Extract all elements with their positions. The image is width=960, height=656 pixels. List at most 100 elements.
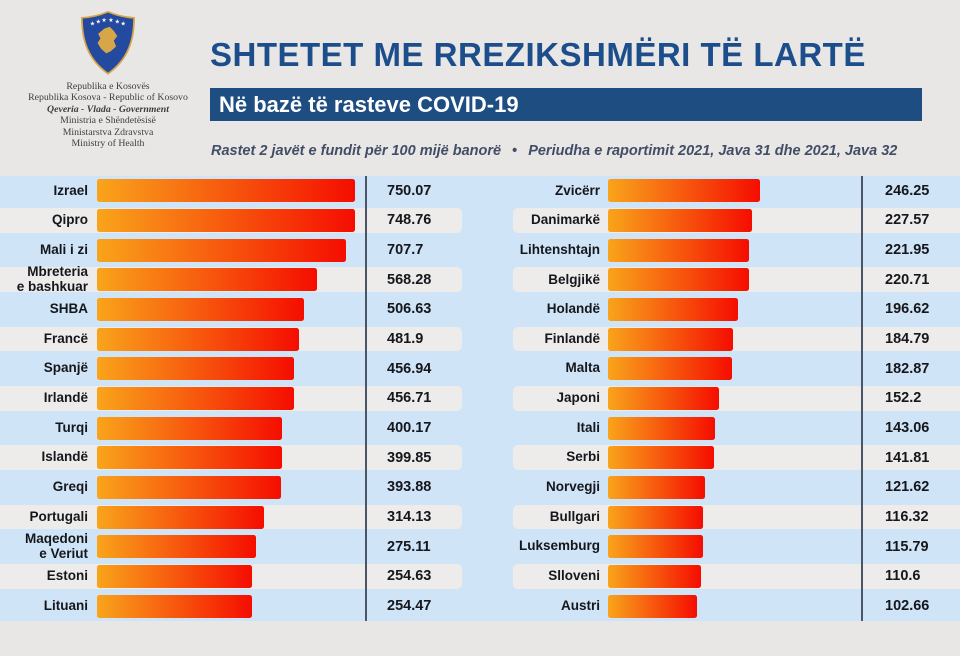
table-row: Francë 481.9 bbox=[0, 324, 462, 354]
value-label: 184.79 bbox=[885, 331, 930, 348]
value-bar bbox=[608, 357, 733, 381]
svg-text:★: ★ bbox=[108, 17, 113, 24]
bar-track bbox=[97, 535, 366, 559]
country-label: Spanjë bbox=[43, 360, 88, 376]
note-left: Rastet 2 javët e fundit për 100 mijë ban… bbox=[211, 143, 502, 159]
table-row: Malta 182.87 bbox=[513, 354, 960, 384]
value-bar bbox=[97, 564, 252, 588]
table-row: Maqedoni e Veriut 275.11 bbox=[0, 531, 462, 562]
country-label: Qipro bbox=[52, 212, 88, 228]
country-label: SHBA bbox=[49, 301, 88, 317]
table-row: Irlandë 456.71 bbox=[0, 384, 462, 414]
country-label: Turqi bbox=[55, 419, 88, 435]
bar-track bbox=[97, 505, 366, 529]
table-row: Slloveni 110.6 bbox=[513, 562, 960, 592]
bar-track bbox=[97, 179, 366, 203]
logo-line: Qeveria - Vlada - Government bbox=[47, 103, 169, 115]
value-bar bbox=[608, 446, 715, 470]
bar-track bbox=[608, 505, 862, 529]
country-label: Greqi bbox=[52, 479, 88, 495]
value-label: 275.11 bbox=[387, 538, 431, 555]
country-label: Norvegji bbox=[545, 479, 600, 495]
table-row: Holandë 196.62 bbox=[513, 295, 960, 325]
value-bar bbox=[97, 297, 305, 321]
bar-track bbox=[608, 268, 862, 292]
table-row: Bullgari 116.32 bbox=[513, 502, 960, 532]
left-column-divider bbox=[365, 176, 367, 621]
country-label: Holandë bbox=[546, 301, 600, 317]
value-label: 481.9 bbox=[387, 331, 424, 348]
value-label: 393.88 bbox=[387, 479, 432, 496]
value-bar bbox=[97, 357, 295, 381]
value-label: 143.06 bbox=[885, 420, 930, 437]
table-row: Qipro 748.76 bbox=[0, 206, 462, 236]
value-label: 220.71 bbox=[885, 271, 930, 288]
value-label: 246.25 bbox=[885, 182, 930, 199]
subtitle-banner: Në bazë të rasteve COVID-19 bbox=[210, 88, 922, 121]
bar-track bbox=[608, 446, 862, 470]
bar-track bbox=[608, 179, 862, 203]
value-label: 110.6 bbox=[885, 568, 921, 585]
country-label: Islandë bbox=[41, 449, 88, 465]
value-bar bbox=[608, 327, 733, 351]
bar-track bbox=[608, 297, 862, 321]
logo-line: Ministry of Health bbox=[71, 138, 145, 150]
value-bar bbox=[97, 208, 355, 232]
value-label: 121.62 bbox=[885, 479, 930, 496]
country-label: Maqedoni e Veriut bbox=[25, 531, 88, 561]
value-bar bbox=[608, 475, 706, 499]
country-label: Zvicërr bbox=[554, 182, 600, 198]
value-label: 115.79 bbox=[885, 538, 929, 555]
value-bar bbox=[608, 238, 750, 262]
value-label: 254.63 bbox=[387, 568, 432, 585]
value-bar bbox=[608, 297, 739, 321]
country-label: Serbi bbox=[566, 449, 600, 465]
country-label: Finlandë bbox=[544, 330, 600, 346]
note-right: Periudha e raportimit 2021, Java 31 dhe … bbox=[528, 143, 898, 159]
value-bar bbox=[97, 505, 265, 529]
value-bar bbox=[97, 535, 257, 559]
bar-track bbox=[97, 386, 366, 410]
table-row: Itali 143.06 bbox=[513, 413, 960, 443]
page-title: SHTETET ME RREZIKSHMËRI TË LARTË bbox=[210, 36, 866, 73]
bar-track bbox=[97, 357, 366, 381]
country-label: Belgjikë bbox=[548, 271, 600, 287]
table-row: Norvegji 121.62 bbox=[513, 473, 960, 503]
value-label: 456.71 bbox=[387, 390, 432, 407]
value-label: 152.2 bbox=[885, 390, 922, 407]
country-label: Izrael bbox=[53, 182, 88, 198]
value-bar bbox=[97, 446, 283, 470]
table-row: Finlandë 184.79 bbox=[513, 324, 960, 354]
value-bar bbox=[97, 327, 300, 351]
table-row: Belgjikë 220.71 bbox=[513, 265, 960, 295]
value-bar bbox=[97, 594, 252, 618]
table-row: Lituani 254.47 bbox=[0, 591, 462, 621]
country-label: Slloveni bbox=[548, 568, 600, 584]
svg-text:★: ★ bbox=[120, 21, 125, 28]
table-row: Greqi 393.88 bbox=[0, 473, 462, 503]
bar-track bbox=[608, 475, 862, 499]
table-row: Luksemburg 115.79 bbox=[513, 532, 960, 562]
logo-line: Ministarstva Zdravstva bbox=[62, 126, 154, 138]
value-label: 314.13 bbox=[387, 509, 432, 526]
bar-track bbox=[97, 208, 366, 232]
svg-text:★: ★ bbox=[90, 21, 95, 28]
table-row: Mali i zi 707.7 bbox=[0, 235, 462, 265]
table-row: SHBA 506.63 bbox=[0, 295, 462, 325]
note-bullet: • bbox=[512, 143, 518, 159]
table-row: Spanjë 456.94 bbox=[0, 354, 462, 384]
value-bar bbox=[97, 416, 283, 440]
country-label: Austri bbox=[560, 597, 600, 613]
bar-track bbox=[608, 416, 862, 440]
svg-text:★: ★ bbox=[96, 18, 101, 25]
country-label: Japoni bbox=[556, 390, 600, 406]
table-row: Turqi 400.17 bbox=[0, 413, 462, 443]
right-column: Zvicërr 246.25 Danimarkë 227.57 Lihtenshtajn… bbox=[513, 176, 960, 621]
country-label: Lituani bbox=[43, 597, 88, 613]
value-label: 750.07 bbox=[387, 182, 432, 199]
value-label: 182.87 bbox=[885, 360, 930, 377]
right-column-divider bbox=[861, 176, 863, 621]
value-label: 400.17 bbox=[387, 420, 432, 437]
table-row: Japoni 152.2 bbox=[513, 384, 960, 414]
